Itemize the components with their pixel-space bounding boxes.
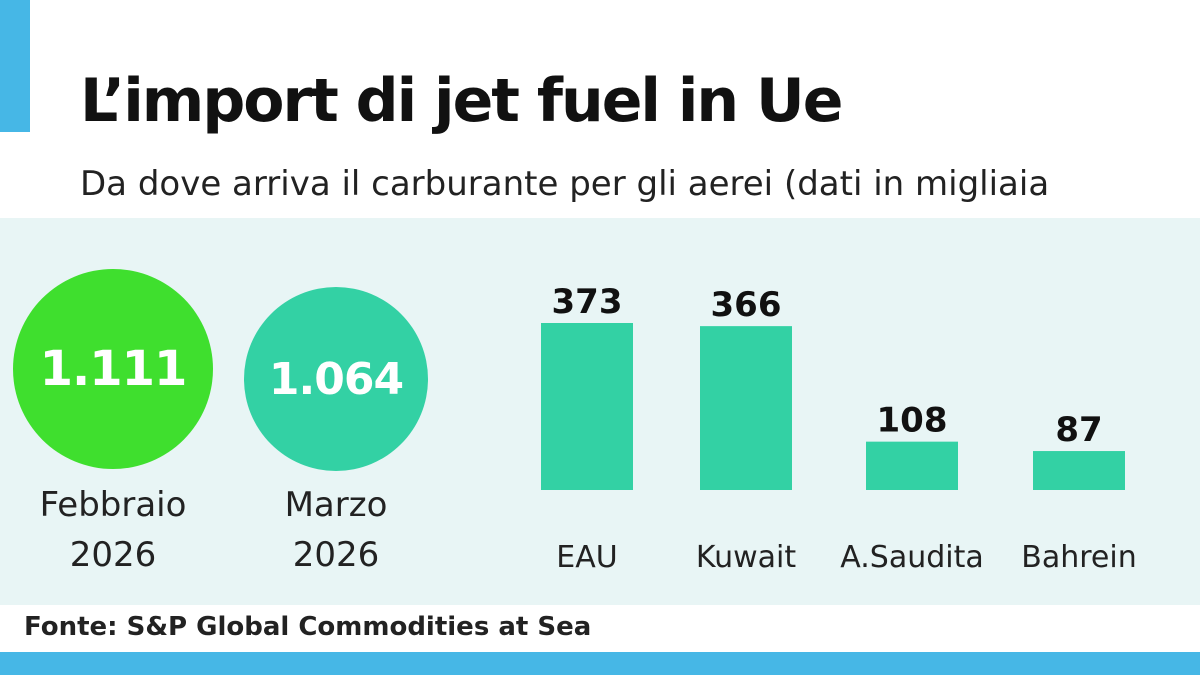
- footer-stripe: [0, 652, 1200, 675]
- bar-value-label-0: 373: [552, 282, 623, 322]
- bar-3: [1033, 451, 1125, 490]
- bar-1: [700, 326, 792, 490]
- chart-panel: 1.111 1.064 Febbraio 2026 Marzo 2026 373…: [0, 218, 1200, 605]
- bar-value-label-1: 366: [711, 285, 782, 325]
- total-label-march: Marzo 2026: [236, 480, 436, 580]
- bar-chart: 373 EAU 366 Kuwait 108 A.Saudita 87 Bahrein: [541, 282, 1137, 575]
- total-circle-march: 1.064: [244, 287, 428, 471]
- total-label-february-year: 2026: [69, 535, 157, 575]
- category-label-3: Bahrein: [1021, 540, 1136, 575]
- category-label-0: EAU: [556, 540, 617, 575]
- category-label-2: A.Saudita: [840, 540, 984, 575]
- total-value-february: 1.111: [39, 341, 188, 397]
- total-label-february-month: Febbraio: [39, 485, 187, 525]
- total-label-march-year: 2026: [292, 535, 380, 575]
- bar-value-label-2: 108: [877, 401, 948, 441]
- total-label-february: Febbraio 2026: [8, 480, 218, 580]
- chart-title: L’import di jet fuel in Ue: [80, 66, 843, 136]
- total-value-march: 1.064: [268, 353, 404, 405]
- source-note: Fonte: S&P Global Commodities at Sea: [24, 612, 592, 642]
- total-label-march-month: Marzo: [284, 485, 388, 525]
- category-label-1: Kuwait: [696, 540, 796, 575]
- bar-0: [541, 323, 633, 490]
- bar-value-label-3: 87: [1055, 410, 1102, 450]
- accent-stripe-left: [0, 0, 30, 132]
- total-circle-february: 1.111: [13, 269, 213, 469]
- chart-subtitle: Da dove arriva il carburante per gli aer…: [80, 164, 1050, 204]
- bar-2: [866, 441, 958, 490]
